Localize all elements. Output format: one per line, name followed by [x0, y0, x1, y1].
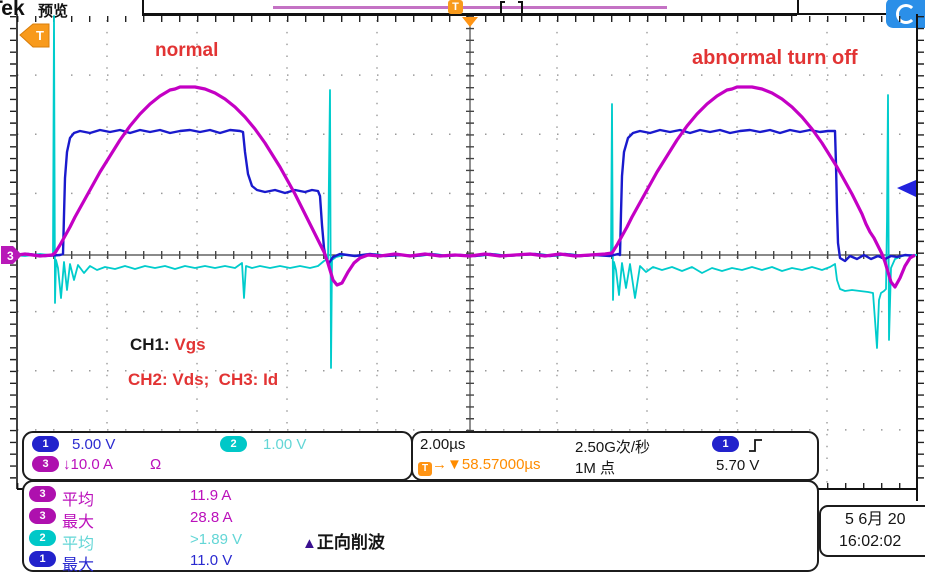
ch1-badge[interactable]: 1 [32, 436, 59, 452]
annotation-ch1-signal: Vgs [174, 335, 206, 354]
trigger-offscreen-flag: T [19, 23, 50, 48]
clipping-warning-text: 正向削波 [316, 533, 385, 552]
trigger-source-badge[interactable]: 1 [712, 436, 739, 452]
annotation-normal: normal [155, 40, 219, 61]
menu-button-icon [896, 4, 916, 24]
waveform-traces [9, 15, 917, 369]
meas-row3-value: >1.89 V [190, 531, 243, 548]
trigger-level-arrow-icon[interactable] [897, 180, 916, 197]
record-trigger-flag-icon[interactable]: T [448, 0, 463, 14]
ch3-reference-marker[interactable]: 3 [1, 246, 22, 264]
clipping-warning-icon: ▲ [302, 535, 317, 552]
annotation-ch1-prefix: CH1: [130, 335, 175, 354]
ch3-id-trace [9, 85, 916, 289]
timebase-readout[interactable]: 2.00µs [420, 436, 466, 453]
zoom-window-bracket-right[interactable] [518, 1, 523, 13]
measurements-box[interactable] [22, 480, 819, 572]
top-ruler-bar-right [797, 13, 918, 15]
ch1-scale-readout[interactable]: 5.00 V [72, 436, 116, 453]
meas-row1-value: 11.9 A [190, 487, 232, 504]
meas-row3-label[interactable]: 平均 [62, 536, 95, 553]
trigger-position-icon: T [418, 462, 432, 476]
ruler-end-left [142, 0, 144, 14]
trigger-position-readout[interactable]: T →▼58.57000µs [418, 456, 541, 476]
graticule-grid [10, 14, 924, 501]
ch2-scale-readout[interactable]: 1.00 V [263, 436, 307, 453]
meas-row2-value: 28.8 A [190, 509, 233, 526]
meas-row2-label[interactable]: 最大 [62, 514, 95, 531]
acquisition-mode-label: 预览 [38, 3, 69, 20]
meas-row3-badge: 2 [29, 530, 56, 546]
trigger-level-readout[interactable]: 5.70 V [716, 457, 760, 474]
sample-rate-readout: 2.50G次/秒 [575, 439, 651, 456]
tek-logo: Tek [0, 0, 25, 20]
trigger-flag-label: T [36, 28, 44, 43]
meas-row2-badge: 3 [29, 508, 56, 524]
meas-row1-label[interactable]: 平均 [62, 492, 95, 509]
datetime-box: 5 6月 20 16:02:02 [819, 505, 925, 557]
meas-row4-value: 11.0 V [190, 552, 233, 569]
meas-row1-badge: 3 [29, 486, 56, 502]
ch3-badge[interactable]: 3 [32, 456, 59, 472]
annotation-abnormal: abnormal turn off [692, 47, 858, 69]
meas-row4-badge: 1 [29, 551, 56, 567]
ch3-scale-readout[interactable]: ↓10.0 A [63, 456, 114, 473]
quick-menu-button[interactable] [886, 0, 925, 28]
zoom-window-bracket-left[interactable] [500, 1, 505, 13]
clipping-warning: ▲正向削波 [302, 528, 385, 553]
trigger-slope-rising-icon [749, 439, 762, 452]
ch3-marker-label: 3 [7, 249, 14, 263]
ch1-vgs-trace [9, 128, 916, 265]
ch2-badge[interactable]: 2 [220, 436, 247, 452]
record-length-readout: 1M 点 [575, 460, 616, 477]
ruler-end-right [797, 0, 799, 14]
annotation-ch1: CH1: Vgs [130, 335, 206, 355]
date-label: 5 6月 20 [845, 511, 906, 528]
record-view-bar[interactable] [273, 6, 667, 9]
meas-row4-label[interactable]: 最大 [62, 557, 95, 574]
ch3-coupling-readout[interactable]: Ω [150, 456, 162, 473]
annotation-ch2-ch3: CH2: Vds; CH3: Id [128, 370, 279, 389]
time-label: 16:02:02 [839, 533, 902, 550]
trigger-position-value: →▼58.57000µs [432, 456, 541, 473]
top-ruler-bar [142, 13, 797, 16]
expansion-point-icon[interactable] [462, 17, 478, 27]
